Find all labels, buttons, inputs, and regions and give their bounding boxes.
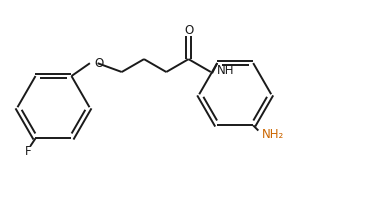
Text: NH₂: NH₂	[262, 128, 285, 141]
Text: O: O	[94, 57, 104, 70]
Text: F: F	[25, 145, 31, 158]
Text: NH: NH	[217, 64, 234, 77]
Text: O: O	[184, 24, 193, 37]
